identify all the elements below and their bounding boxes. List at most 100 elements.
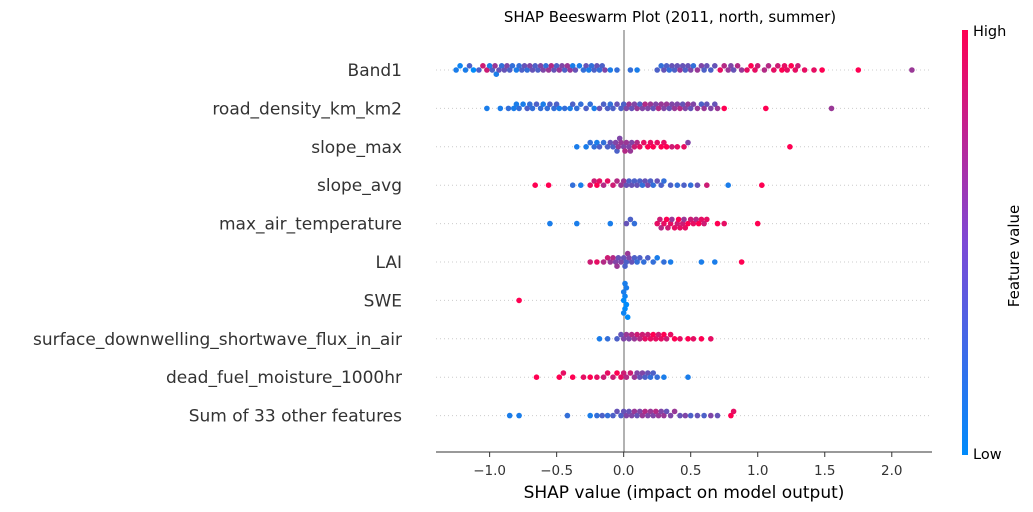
shap-point bbox=[650, 105, 656, 112]
shap-point bbox=[661, 412, 667, 419]
shap-point bbox=[594, 139, 600, 146]
shap-point bbox=[730, 67, 737, 73]
shap-point bbox=[666, 67, 673, 73]
shap-point bbox=[623, 182, 630, 188]
shap-point bbox=[658, 182, 664, 188]
shap-point bbox=[661, 331, 667, 338]
shap-point bbox=[754, 220, 761, 227]
shap-point bbox=[674, 220, 681, 227]
shap-point bbox=[587, 259, 593, 265]
shap-point bbox=[641, 259, 647, 265]
shap-point bbox=[600, 139, 607, 146]
shap-point bbox=[626, 336, 632, 342]
shap-point bbox=[725, 182, 731, 188]
shap-point bbox=[614, 101, 620, 107]
shap-point bbox=[687, 412, 694, 419]
shap-point bbox=[545, 182, 552, 188]
shap-point bbox=[658, 144, 664, 150]
shap-point bbox=[728, 412, 734, 419]
shap-point bbox=[634, 139, 640, 146]
shap-point bbox=[489, 67, 496, 73]
shap-point bbox=[721, 105, 727, 112]
shap-point bbox=[607, 259, 614, 265]
shap-point bbox=[685, 374, 691, 381]
shap-point bbox=[637, 178, 643, 184]
shap-point bbox=[561, 67, 568, 73]
shap-point bbox=[626, 101, 632, 107]
shap-point bbox=[594, 412, 600, 419]
shap-point bbox=[470, 67, 477, 73]
shap-point bbox=[612, 139, 619, 146]
shap-point bbox=[819, 67, 825, 73]
feature-label: LAI bbox=[375, 253, 402, 273]
shap-point bbox=[674, 182, 681, 188]
shap-point bbox=[576, 63, 583, 69]
feature-label: road_density_km_km2 bbox=[212, 99, 402, 119]
shap-point bbox=[645, 412, 651, 419]
shap-point bbox=[642, 336, 648, 342]
shap-point bbox=[708, 105, 714, 112]
shap-point bbox=[721, 63, 727, 69]
shap-point bbox=[779, 67, 785, 73]
x-tick-label: 1.5 bbox=[814, 463, 835, 479]
shap-point bbox=[687, 182, 694, 188]
shap-point bbox=[698, 259, 705, 265]
shap-point bbox=[583, 105, 589, 112]
shap-point bbox=[574, 144, 580, 150]
shap-point bbox=[695, 220, 702, 227]
shap-point bbox=[544, 105, 551, 112]
shap-point bbox=[506, 67, 513, 73]
shap-point bbox=[623, 331, 630, 338]
colorbar bbox=[962, 30, 968, 455]
shap-point bbox=[728, 63, 734, 69]
shap-point bbox=[645, 144, 651, 150]
shap-point bbox=[604, 178, 611, 184]
colorbar-high-label: High bbox=[973, 24, 1006, 40]
shap-point bbox=[721, 220, 727, 227]
shap-point bbox=[587, 412, 593, 419]
shap-point bbox=[677, 105, 683, 112]
shap-point bbox=[682, 67, 689, 73]
shap-point bbox=[681, 182, 687, 188]
shap-point bbox=[578, 101, 584, 107]
shap-point bbox=[620, 336, 627, 342]
shap-point bbox=[615, 254, 622, 261]
shap-point bbox=[529, 67, 536, 73]
shap-point bbox=[596, 178, 603, 184]
shap-point bbox=[540, 67, 546, 73]
shap-point bbox=[591, 178, 597, 184]
shap-point bbox=[586, 67, 592, 73]
shap-point bbox=[828, 105, 835, 112]
shap-point bbox=[631, 144, 638, 150]
colorbar-title: Feature value bbox=[1005, 205, 1023, 307]
shap-point bbox=[661, 220, 667, 227]
shap-point bbox=[569, 182, 576, 188]
shap-point bbox=[650, 412, 656, 419]
shap-point bbox=[614, 263, 620, 270]
shap-point bbox=[663, 101, 670, 107]
shap-point bbox=[704, 63, 710, 69]
shap-point bbox=[604, 144, 611, 150]
shap-point bbox=[682, 105, 689, 112]
shap-point bbox=[671, 225, 678, 231]
chart-title: SHAP Beeswarm Plot (2011, north, summer) bbox=[504, 8, 836, 26]
shap-point bbox=[543, 63, 549, 69]
shap-point bbox=[599, 63, 605, 69]
shap-point bbox=[663, 336, 670, 342]
shap-point bbox=[639, 182, 646, 188]
shap-point bbox=[708, 412, 714, 419]
shap-point bbox=[600, 101, 607, 107]
shap-point bbox=[587, 139, 593, 146]
shap-point bbox=[647, 408, 654, 415]
shap-point bbox=[650, 331, 656, 338]
feature-label: max_air_temperature bbox=[219, 215, 402, 235]
shap-point bbox=[484, 105, 490, 112]
shap-point bbox=[677, 67, 683, 73]
shap-point bbox=[532, 182, 538, 188]
shap-point bbox=[674, 63, 681, 69]
shap-point bbox=[661, 374, 667, 381]
shap-point bbox=[551, 67, 557, 73]
shap-point bbox=[618, 412, 624, 419]
x-tick-label: 2.0 bbox=[881, 463, 902, 479]
shap-point bbox=[679, 63, 686, 69]
